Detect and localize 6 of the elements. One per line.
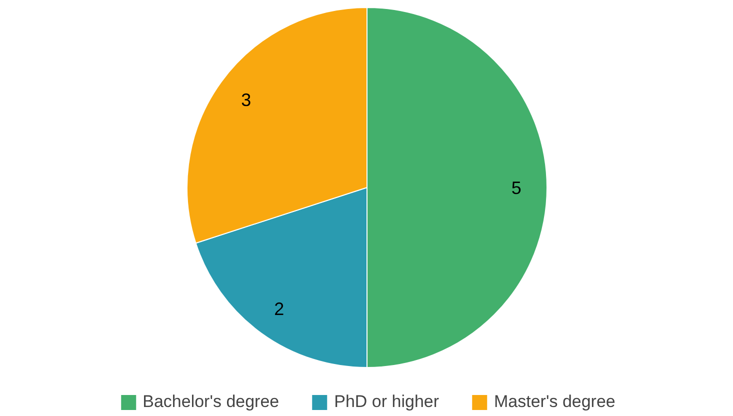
data-label: 5: [511, 178, 522, 198]
legend-label: Bachelor's degree: [142, 392, 280, 412]
legend-label: Master's degree: [494, 392, 616, 412]
data-label: 3: [241, 90, 252, 110]
legend-label: PhD or higher: [334, 392, 440, 412]
data-label: 2: [274, 298, 284, 319]
